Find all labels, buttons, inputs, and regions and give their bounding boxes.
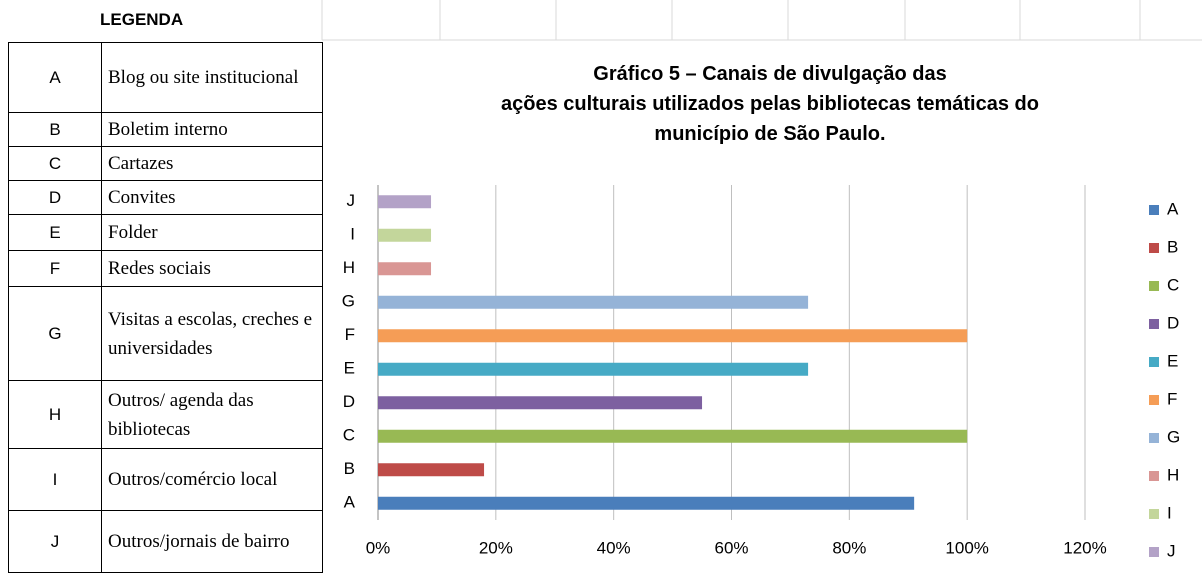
- y-tick-label: B: [344, 459, 355, 478]
- legend-row: C Cartazes: [8, 146, 323, 181]
- legend-label: C: [1167, 275, 1179, 294]
- legend-key: E: [8, 214, 102, 251]
- x-tick-label: 120%: [1063, 538, 1106, 557]
- legend-label: G: [1167, 427, 1180, 446]
- legend-swatch: [1149, 509, 1159, 519]
- legend-label: B: [1167, 237, 1178, 256]
- legend-key: J: [8, 510, 102, 573]
- x-tick-label: 80%: [832, 538, 866, 557]
- legend-desc: Boletim interno: [101, 112, 323, 147]
- legend-swatch: [1149, 471, 1159, 481]
- legend-header: LEGENDA: [100, 10, 184, 29]
- legend-swatch: [1149, 281, 1159, 291]
- legend-row: H Outros/ agenda das bibliotecas: [8, 380, 323, 449]
- legend-label: A: [1167, 199, 1179, 218]
- bar: [378, 463, 485, 477]
- legend-label: E: [1167, 351, 1178, 370]
- x-tick-label: 0%: [366, 538, 391, 557]
- legend-desc: Redes sociais: [101, 250, 323, 287]
- bar: [378, 295, 809, 309]
- legend-desc: Cartazes: [101, 146, 323, 181]
- bar: [378, 329, 968, 343]
- bar: [378, 429, 968, 443]
- legend-desc: Visitas a escolas, creches e universidad…: [101, 286, 323, 381]
- x-tick-label: 20%: [479, 538, 513, 557]
- bar: [378, 228, 432, 242]
- legend-label: H: [1167, 465, 1179, 484]
- legend-key: C: [8, 146, 102, 181]
- bar: [378, 396, 703, 410]
- x-tick-label: 40%: [597, 538, 631, 557]
- legend-key: B: [8, 112, 102, 147]
- chart-title: Gráfico 5 – Canais de divulgação das açõe…: [501, 63, 1039, 145]
- y-tick-label: I: [350, 225, 355, 244]
- legend-swatch: [1149, 357, 1159, 367]
- y-tick-label: E: [344, 359, 355, 378]
- bar: [378, 362, 809, 376]
- y-tick-label: H: [343, 258, 355, 277]
- bar: [378, 195, 432, 209]
- legend-swatch: [1149, 205, 1159, 215]
- legend-label: I: [1167, 503, 1172, 522]
- legend-desc: Outros/ agenda das bibliotecas: [101, 380, 323, 449]
- legend-swatch: [1149, 395, 1159, 405]
- legend-desc: Blog ou site institucional: [101, 42, 323, 113]
- bar: [378, 496, 915, 510]
- legend-swatch: [1149, 433, 1159, 443]
- legend-desc: Outros/jornais de bairro: [101, 510, 323, 573]
- y-tick-label: A: [344, 493, 356, 512]
- legend-row: G Visitas a escolas, creches e universida…: [8, 286, 323, 381]
- legend-key: D: [8, 180, 102, 215]
- legend-key: A: [8, 42, 102, 113]
- legend-row: E Folder: [8, 214, 323, 251]
- legend-row: J Outros/jornais de bairro: [8, 510, 323, 573]
- legend-row: F Redes sociais: [8, 250, 323, 287]
- legend-swatch: [1149, 547, 1159, 557]
- legend-key: I: [8, 448, 102, 511]
- y-tick-label: G: [342, 292, 355, 311]
- legend-desc: Outros/comércio local: [101, 448, 323, 511]
- sheet-grid: [321, 0, 1202, 41]
- y-tick-label: F: [345, 325, 355, 344]
- x-tick-label: 60%: [714, 538, 748, 557]
- y-tick-label: D: [343, 392, 355, 411]
- legend-desc: Convites: [101, 180, 323, 215]
- legend-label: D: [1167, 313, 1179, 332]
- legend-row: B Boletim interno: [8, 112, 323, 147]
- legend-label: F: [1167, 389, 1177, 408]
- legend-desc: Folder: [101, 214, 323, 251]
- x-tick-label: 100%: [945, 538, 988, 557]
- legend-swatch: [1149, 319, 1159, 329]
- legend-label: J: [1167, 541, 1176, 560]
- legend-key: F: [8, 250, 102, 287]
- legend-row: A Blog ou site institucional: [8, 42, 323, 113]
- legend-row: D Convites: [8, 180, 323, 215]
- legend-swatch: [1149, 243, 1159, 253]
- y-tick-label: J: [347, 191, 356, 210]
- legend-key: G: [8, 286, 102, 381]
- legend-key: H: [8, 380, 102, 449]
- bar: [378, 262, 432, 276]
- legend-table: A Blog ou site institucional B Boletim inte…: [8, 42, 323, 573]
- y-tick-label: C: [343, 426, 355, 445]
- legend-row: I Outros/comércio local: [8, 448, 323, 511]
